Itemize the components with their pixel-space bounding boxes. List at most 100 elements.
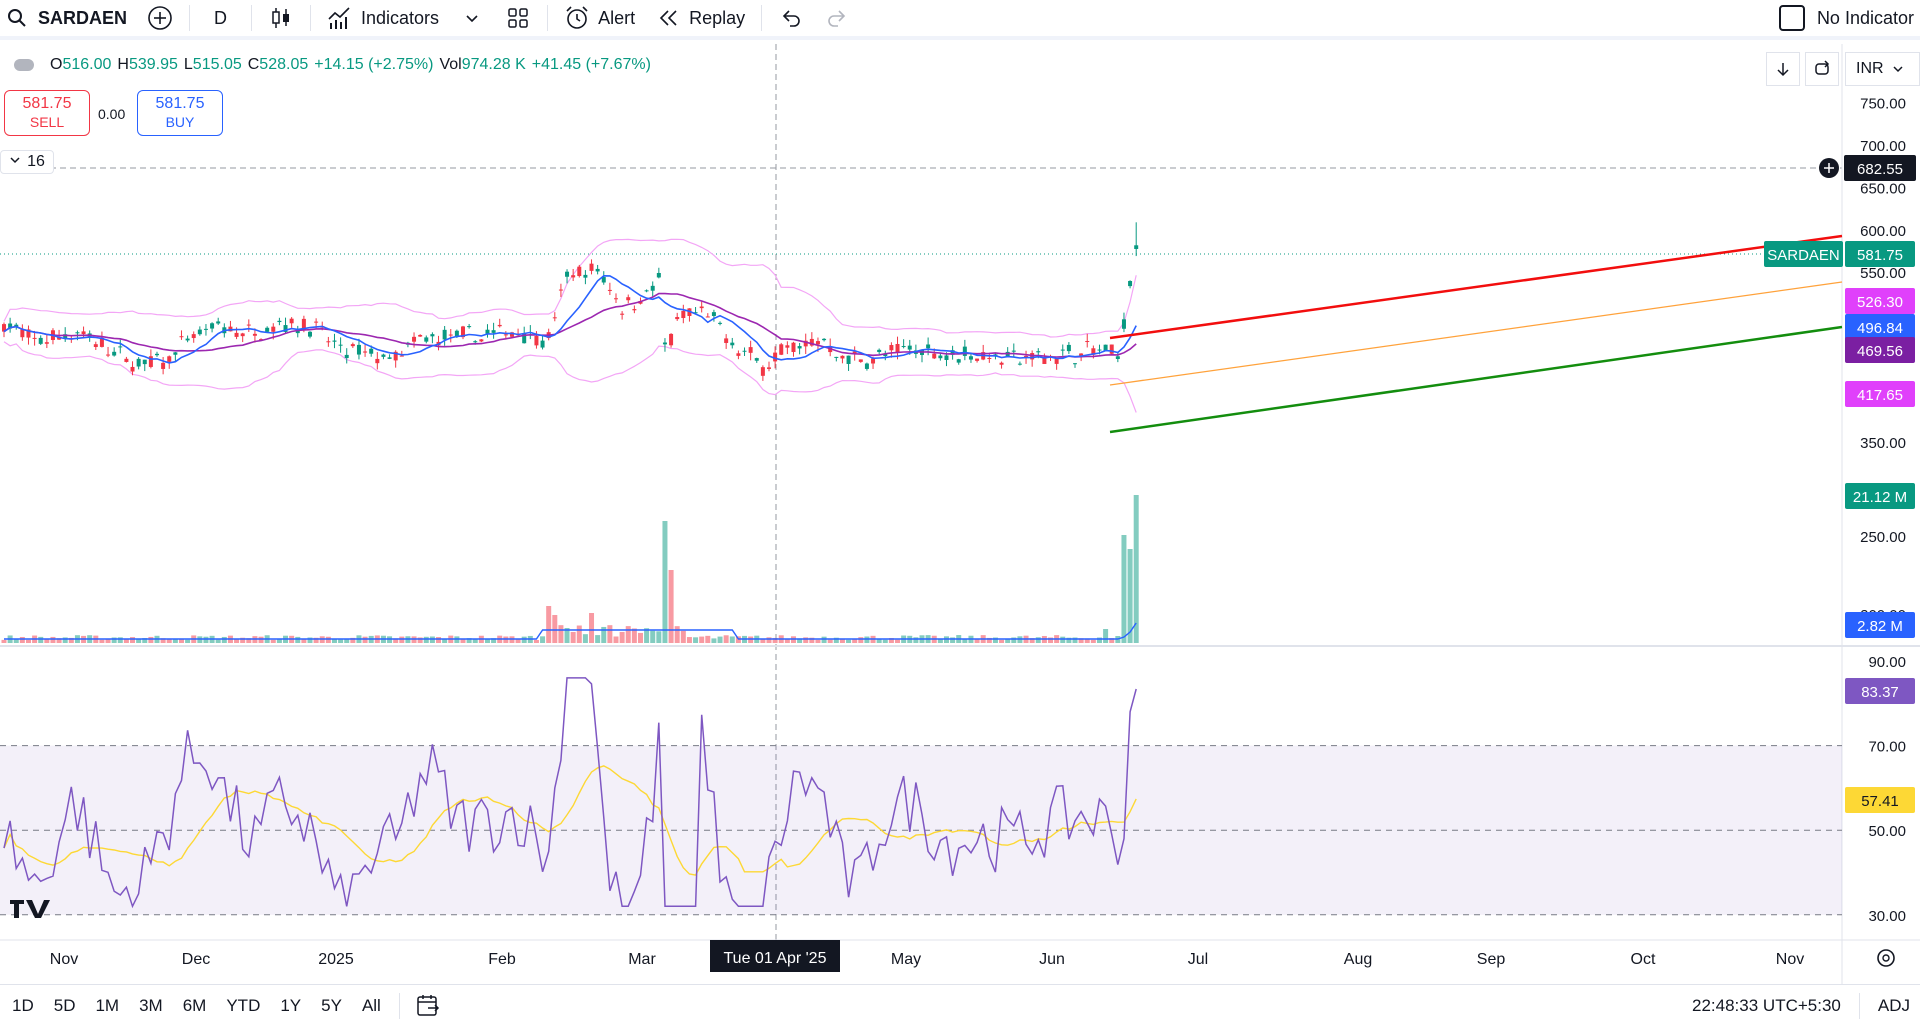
interval-button[interactable]: D xyxy=(196,0,245,36)
candle-body xyxy=(130,366,135,372)
range-button-1d[interactable]: 1D xyxy=(12,995,34,1015)
trend-lines[interactable] xyxy=(1109,234,1843,434)
grid-icon xyxy=(505,5,531,31)
undo-icon xyxy=(778,5,804,31)
alarm-clock-icon xyxy=(564,5,590,31)
candle-body xyxy=(699,306,704,309)
settings-gear-icon[interactable] xyxy=(1877,949,1895,967)
range-button-all[interactable]: All xyxy=(361,995,381,1015)
candle-body xyxy=(791,342,796,352)
volume-bar xyxy=(693,637,699,643)
chevron-down-icon[interactable] xyxy=(459,5,485,31)
candle-body xyxy=(1024,355,1029,358)
volume-label: 21.12 M xyxy=(1853,489,1907,506)
download-button[interactable] xyxy=(1766,52,1800,86)
candle-body xyxy=(44,342,49,344)
volume-ma-label-bg xyxy=(1845,612,1915,638)
volume-bar xyxy=(1133,495,1139,643)
candle-body xyxy=(485,329,490,334)
visibility-toggle-icon[interactable] xyxy=(14,59,34,71)
symbol-search[interactable]: SARDAEN xyxy=(0,0,137,36)
median-trendline xyxy=(1109,281,1843,386)
range-button-ytd[interactable]: YTD xyxy=(226,995,261,1015)
range-button-6m[interactable]: 6M xyxy=(182,995,207,1015)
currency-select[interactable]: INR xyxy=(1845,52,1920,86)
pane-separators xyxy=(0,44,1920,984)
rsi-ma-value-label: 57.41 xyxy=(1861,793,1899,810)
candle-body xyxy=(834,356,839,358)
volume-bar xyxy=(1109,638,1115,643)
candle-body xyxy=(338,344,343,346)
candle-body xyxy=(454,330,459,338)
sync-button[interactable] xyxy=(1805,52,1839,86)
volume-bar xyxy=(160,638,166,643)
volume-bar xyxy=(185,639,191,643)
candle-body xyxy=(124,358,129,362)
volume-bar xyxy=(393,638,399,643)
indicators-button[interactable]: Indicators xyxy=(317,0,495,36)
candle-body xyxy=(962,346,967,356)
candle-body xyxy=(846,355,851,364)
candle-body xyxy=(711,312,716,316)
volume-bar xyxy=(852,639,858,643)
goto-date-button[interactable] xyxy=(414,992,442,1020)
collapse-indicators-button[interactable]: 16 xyxy=(0,150,54,174)
candle-body xyxy=(730,342,735,346)
time-tick-label: Dec xyxy=(182,951,210,968)
volume-bar xyxy=(313,637,319,643)
candle-body xyxy=(552,317,557,319)
price-chart[interactable]: 750.00700.00650.00600.00550.00500.00450.… xyxy=(0,44,1920,984)
ma-slow-line xyxy=(3,292,1137,358)
replay-button[interactable]: Replay xyxy=(645,0,755,36)
sell-label: SELL xyxy=(29,114,65,130)
candle-body xyxy=(822,338,827,341)
volume-bar xyxy=(399,636,405,643)
candle-body xyxy=(803,340,808,347)
volume-bar xyxy=(748,636,754,643)
candle-body xyxy=(14,324,19,327)
candle-body xyxy=(987,357,992,359)
volume-bar xyxy=(503,636,509,643)
adj-toggle[interactable]: ADJ xyxy=(1877,996,1910,1015)
candle-body xyxy=(956,359,961,363)
time-tick-label: Jul xyxy=(1188,951,1208,968)
volume-bar xyxy=(1,639,7,643)
open-value: 516.00 xyxy=(62,56,112,73)
volume-bar xyxy=(950,637,956,643)
candle-body xyxy=(179,336,184,338)
layouts-button[interactable] xyxy=(495,0,541,36)
volume-bar xyxy=(1005,638,1011,643)
candle-body xyxy=(693,312,698,314)
range-button-5d[interactable]: 5D xyxy=(53,995,76,1015)
range-button-5y[interactable]: 5Y xyxy=(321,995,342,1015)
undo-button[interactable] xyxy=(768,0,814,36)
candle-body xyxy=(926,344,931,349)
candle-body xyxy=(38,337,43,344)
range-button-1y[interactable]: 1Y xyxy=(280,995,302,1015)
range-button-3m[interactable]: 3M xyxy=(139,995,163,1015)
candle-body xyxy=(614,298,618,300)
indicator-count: 16 xyxy=(27,153,45,170)
candle-body xyxy=(491,330,496,333)
candle-body xyxy=(760,367,765,376)
change-value: +14.15 (+2.75%) xyxy=(314,56,434,73)
range-button-1m[interactable]: 1M xyxy=(95,995,120,1015)
candle-body xyxy=(975,358,980,361)
buy-button[interactable]: 581.75 BUY xyxy=(137,90,223,136)
volume-bar xyxy=(307,637,313,643)
volume-bar xyxy=(1029,638,1035,643)
volume-bar xyxy=(1127,549,1133,643)
redo-button[interactable] xyxy=(814,0,860,36)
compare-button[interactable] xyxy=(137,0,183,36)
volume-bar xyxy=(50,636,56,643)
time-tick-label: May xyxy=(891,951,921,968)
search-icon xyxy=(4,5,30,31)
no-indicator-checkbox[interactable] xyxy=(1778,5,1805,31)
alert-button[interactable]: Alert xyxy=(554,0,645,36)
clock[interactable]: 22:48:33 UTC+5:30 xyxy=(1692,996,1841,1015)
time-tick-label: 2025 xyxy=(318,951,354,968)
candle-body xyxy=(1036,351,1041,353)
chart-type-button[interactable] xyxy=(258,0,304,36)
sell-button[interactable]: 581.75 SELL xyxy=(4,90,90,136)
volume-label-bg xyxy=(1845,483,1915,509)
